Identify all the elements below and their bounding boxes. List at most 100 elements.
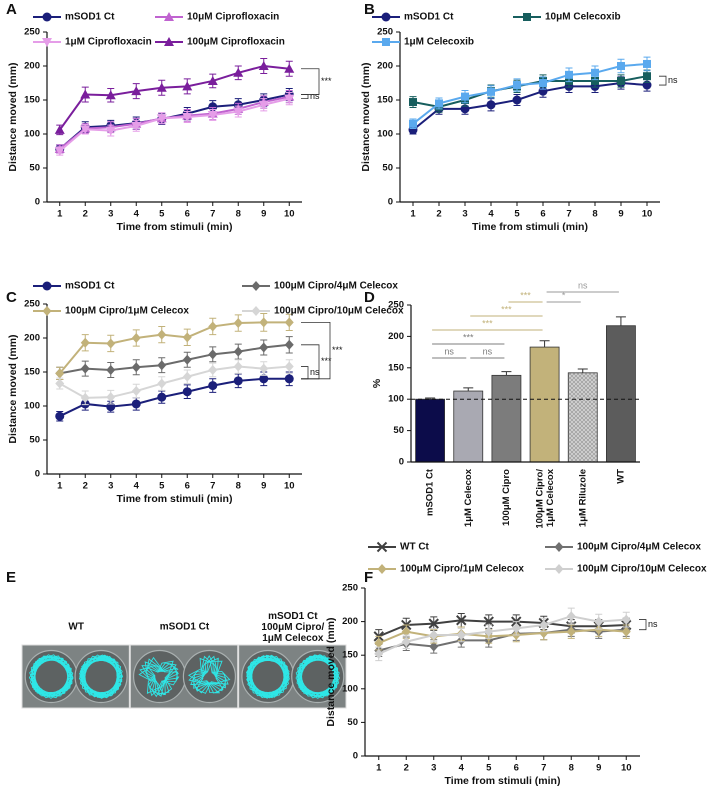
marker <box>105 126 116 136</box>
marker <box>401 636 411 647</box>
marker <box>621 626 631 637</box>
track <box>295 654 341 699</box>
track <box>245 654 290 699</box>
legend-label: mSOD1 Ct <box>65 12 115 23</box>
series-line <box>412 62 648 125</box>
legend-label: 1μM Ciprofloxacin <box>65 37 152 48</box>
legend-label: WT Ct <box>400 542 430 553</box>
marker <box>539 79 547 87</box>
marker <box>55 368 65 379</box>
marker <box>512 95 522 105</box>
x-tick-label: 4 <box>459 763 465 774</box>
x-tick-label: 10 <box>284 209 295 220</box>
legend-marker <box>377 564 387 574</box>
marker <box>80 392 90 403</box>
series-line <box>378 628 627 645</box>
y-axis-title: % <box>371 378 383 388</box>
x-tick-label: 6 <box>185 481 190 492</box>
marker <box>539 619 549 630</box>
bar <box>415 398 445 463</box>
marker <box>106 364 116 375</box>
marker <box>617 62 625 70</box>
marker <box>513 81 521 90</box>
x-tick-label: mSOD1 Ct <box>425 468 436 516</box>
marker <box>591 68 599 77</box>
x-tick-label: 8 <box>569 763 574 774</box>
legend-marker <box>376 541 388 553</box>
x-axis-title: Time from stimuli (min) <box>117 221 233 233</box>
y-tick-label: 0 <box>35 197 40 208</box>
legend-marker <box>164 37 174 46</box>
x-tick-label: 100μM Cipro/1μM Celecox <box>534 468 555 528</box>
marker <box>182 354 192 365</box>
y-tick-label: 0 <box>353 751 358 762</box>
marker <box>233 318 243 329</box>
marker <box>80 337 90 348</box>
marker <box>233 107 244 117</box>
error-bar <box>539 340 550 348</box>
error-bar <box>577 368 588 373</box>
marker <box>539 628 549 639</box>
series-line <box>378 619 627 638</box>
bar <box>491 374 522 463</box>
x-tick-label: 7 <box>541 763 546 774</box>
x-tick-label: WT <box>615 469 626 484</box>
marker <box>182 387 192 397</box>
marker <box>157 392 167 402</box>
x-tick-label: 3 <box>108 209 113 220</box>
y-tick-label: 50 <box>347 717 358 728</box>
significance-label: ns <box>310 91 320 101</box>
legend-label: 100μM Cipro/1μM Celecox <box>65 306 189 317</box>
marker <box>486 100 496 110</box>
marker <box>131 386 141 397</box>
text-line: 100μM Cipro/ <box>534 469 545 529</box>
marker <box>284 374 294 384</box>
x-tick-label: 5 <box>514 209 520 220</box>
x-tick-label: 3 <box>431 763 436 774</box>
y-tick-label: 150 <box>24 95 40 106</box>
significance-label: ns <box>310 367 320 377</box>
panel-letter: A <box>6 1 17 18</box>
error-bar <box>463 387 474 392</box>
x-tick-label: 4 <box>134 209 140 220</box>
x-tick-label: 1μM Celecox <box>463 468 474 527</box>
legend-label: 100μM Cipro/1μM Celecox <box>400 564 524 575</box>
marker <box>284 63 295 73</box>
x-tick-label: 1 <box>376 763 382 774</box>
text-line: 1μM Celecox <box>544 468 555 527</box>
legend-label: 1μM Celecoxib <box>404 37 474 48</box>
x-tick-label: 2 <box>83 481 88 492</box>
significance-bracket <box>639 619 647 631</box>
marker <box>131 362 141 373</box>
y-tick-label: 50 <box>382 163 393 174</box>
marker <box>566 626 576 637</box>
marker <box>461 92 469 101</box>
series-line <box>59 365 290 399</box>
legend-marker <box>251 306 261 316</box>
marker <box>565 70 573 79</box>
marker <box>157 329 167 340</box>
y-tick-label: 100 <box>24 129 40 140</box>
x-tick-label: 9 <box>596 763 601 774</box>
x-tick-label: 4 <box>134 481 140 492</box>
panel-letter: E <box>6 569 16 586</box>
x-tick-label: 8 <box>236 481 241 492</box>
y-axis-title: Distance moved (mm) <box>7 334 19 443</box>
marker <box>182 113 193 122</box>
y-tick-label: 50 <box>29 163 40 174</box>
significance-label: *** <box>501 304 512 314</box>
marker <box>259 374 269 384</box>
x-tick-label: 10 <box>284 481 295 492</box>
significance-label: ns <box>648 619 658 629</box>
legend-marker <box>523 13 531 21</box>
marker <box>429 630 439 641</box>
marker <box>233 67 244 77</box>
y-tick-label: 250 <box>342 583 358 594</box>
legend-label: 10μM Ciprofloxacin <box>187 12 279 23</box>
x-tick-label: 8 <box>592 209 597 220</box>
marker <box>157 360 167 371</box>
legend-marker <box>251 281 261 291</box>
y-tick-label: 200 <box>24 333 40 344</box>
y-tick-label: 100 <box>24 401 40 412</box>
